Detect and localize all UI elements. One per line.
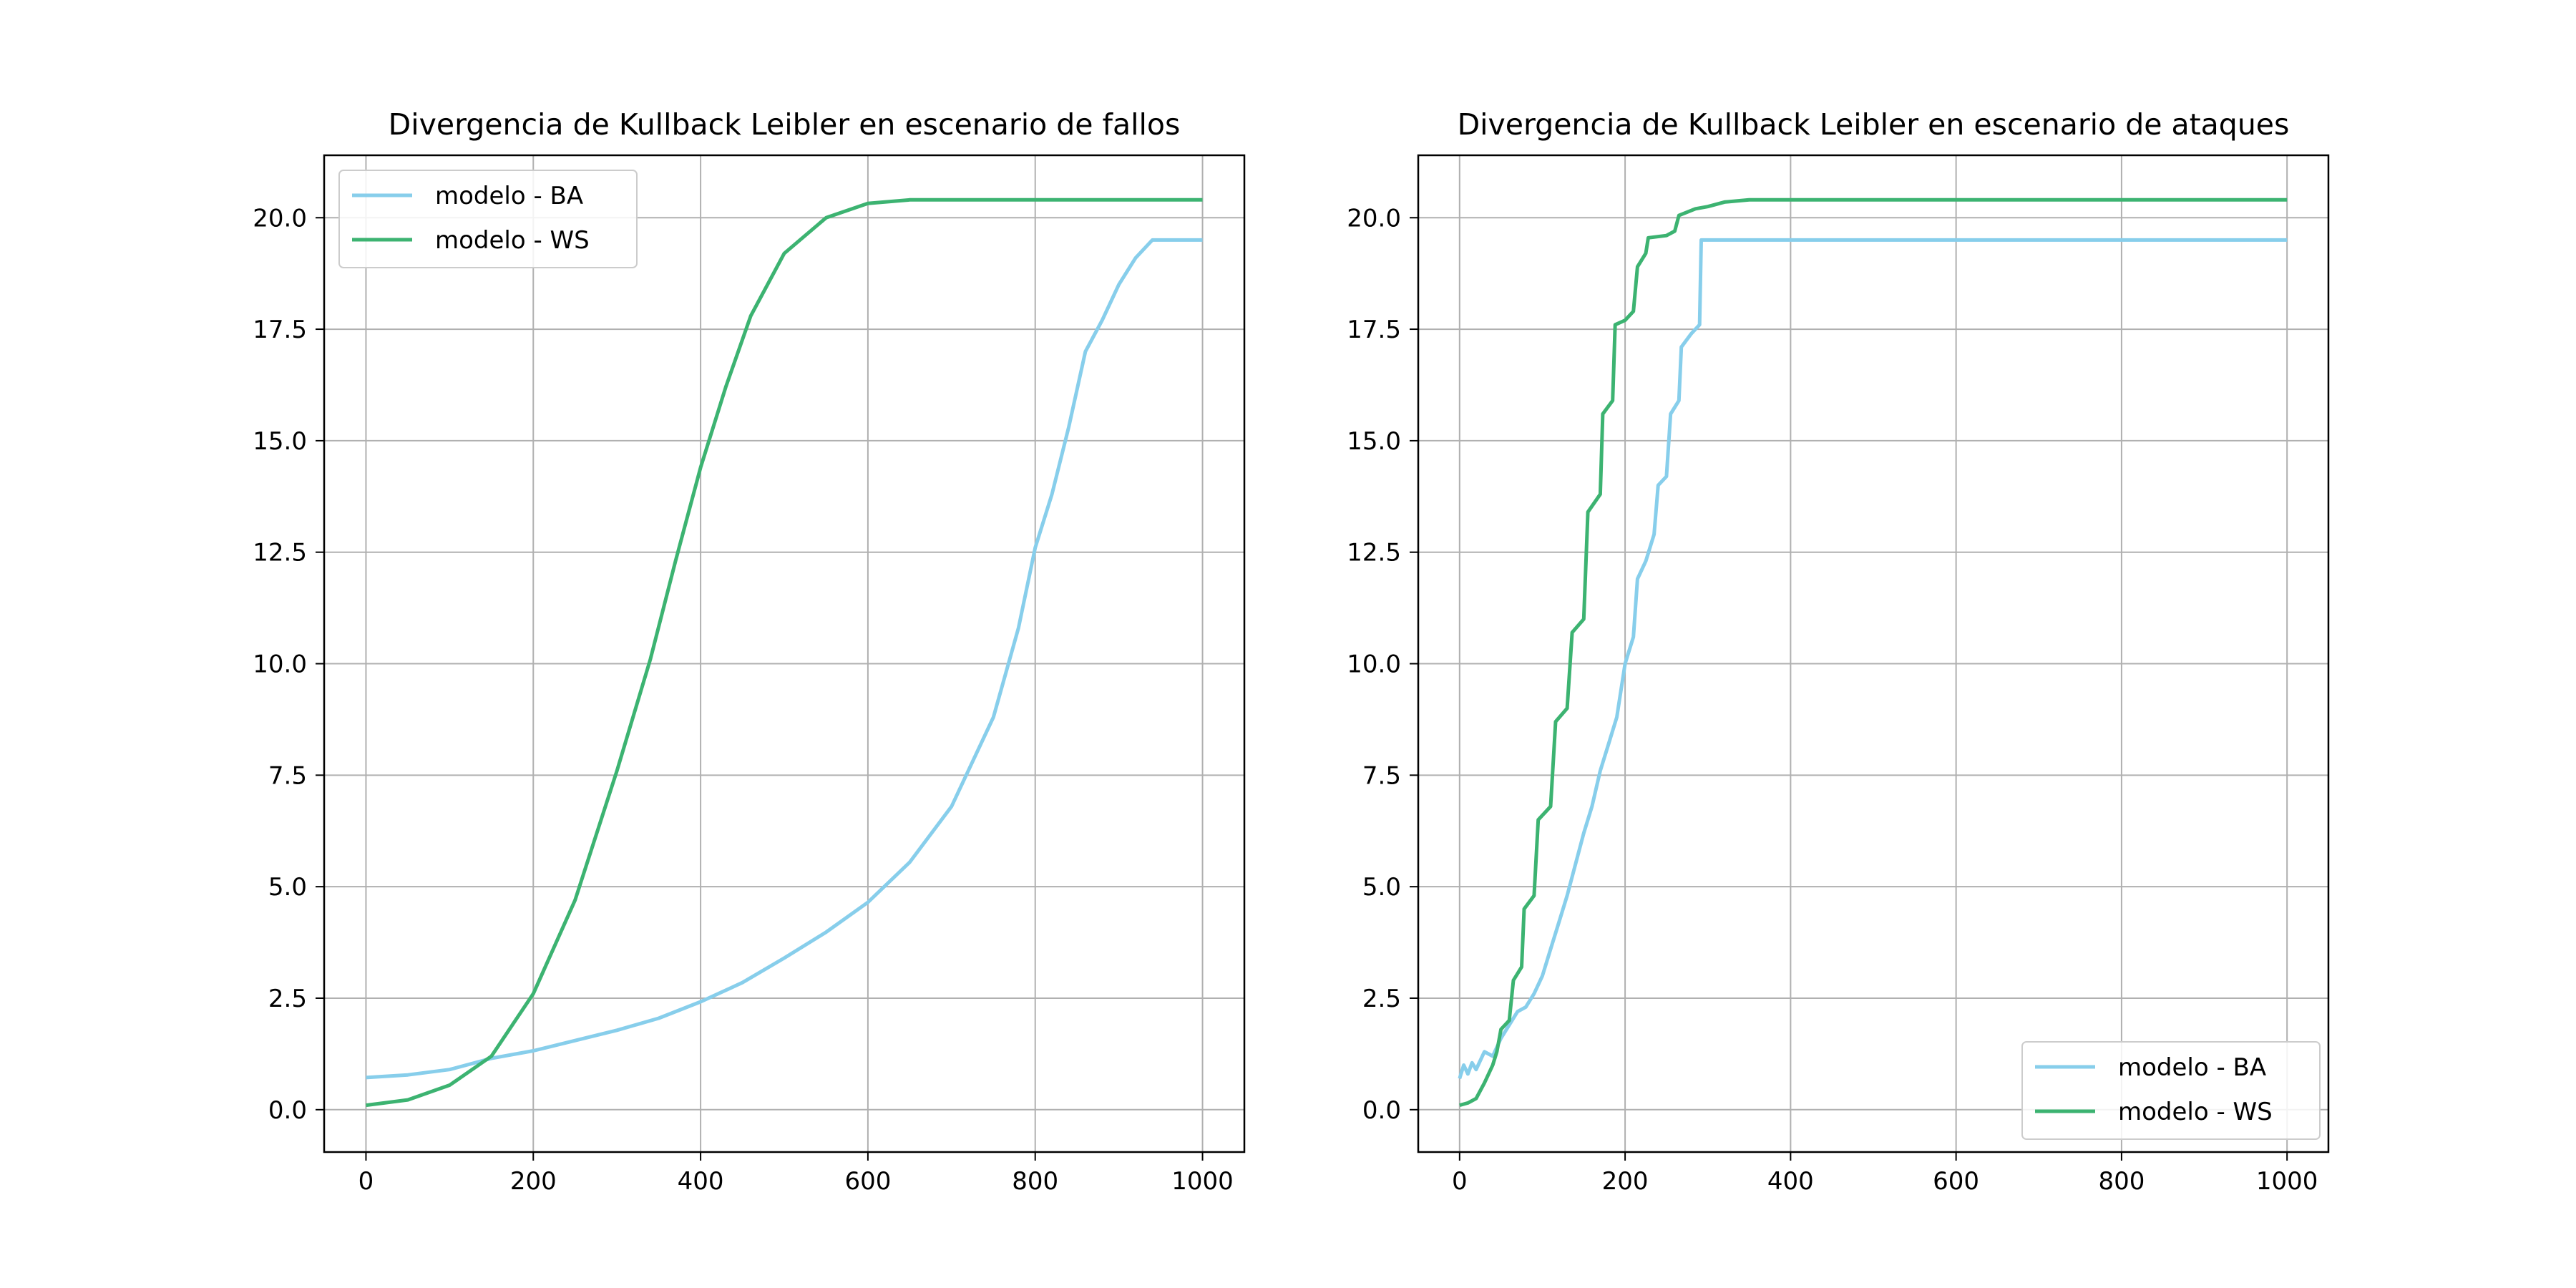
series-line-ba (366, 238, 1203, 1080)
x-tick-label: 400 (678, 1167, 724, 1196)
y-tick-label: 2.5 (268, 985, 307, 1013)
y-tick-label: 17.5 (1347, 316, 1401, 344)
y-axis-ticks: 0.0 2.5 5.0 7.5 10.0 12.5 15.0 17.5 20.0 (253, 204, 324, 1125)
plot-frame (323, 154, 1246, 1153)
series-line-ws (1459, 197, 2288, 1108)
y-tick-label: 10.0 (253, 650, 307, 679)
series-lines (1458, 197, 2288, 1108)
y-tick-label: 17.5 (253, 316, 307, 344)
series-line-ba (1458, 238, 2288, 1079)
legend: modelo - BA modelo - WS (2021, 1041, 2321, 1140)
y-tick-label: 5.0 (1362, 873, 1401, 902)
legend-label-ba: modelo - BA (435, 182, 583, 210)
series-line-ws (366, 197, 1203, 1108)
x-tick-label: 600 (1933, 1167, 1979, 1196)
legend: modelo - BA modelo - WS (338, 170, 638, 268)
y-tick-label: 7.5 (1362, 761, 1401, 790)
x-tick-label: 200 (510, 1167, 557, 1196)
legend-box (2021, 1041, 2321, 1140)
y-axis-ticks: 0.0 2.5 5.0 7.5 10.0 12.5 15.0 17.5 20.0 (1347, 204, 1418, 1125)
y-tick-label: 20.0 (1347, 204, 1401, 233)
y-tick-label: 12.5 (253, 539, 307, 567)
chart-title: Divergencia de Kullback Leibler en escen… (389, 107, 1181, 142)
y-tick-label: 15.0 (1347, 427, 1401, 456)
grid-lines (324, 155, 1244, 1152)
legend-label-ba: modelo - BA (2118, 1053, 2266, 1082)
chart-panel-ataques: Divergencia de Kullback Leibler en escen… (1347, 107, 2330, 1196)
x-axis-ticks: 0 200 400 600 800 1000 (1452, 1152, 2318, 1196)
plot-frame (1417, 154, 2330, 1153)
y-tick-label: 5.0 (268, 873, 307, 902)
y-tick-label: 10.0 (1347, 650, 1401, 679)
x-tick-label: 1000 (1171, 1167, 1234, 1196)
y-tick-label: 0.0 (1362, 1096, 1401, 1125)
x-tick-label: 800 (2098, 1167, 2145, 1196)
y-tick-label: 0.0 (268, 1096, 307, 1125)
chart-title: Divergencia de Kullback Leibler en escen… (1458, 107, 2290, 142)
x-tick-label: 600 (844, 1167, 891, 1196)
y-tick-label: 12.5 (1347, 539, 1401, 567)
legend-box (338, 170, 638, 268)
y-tick-label: 20.0 (253, 204, 307, 233)
y-tick-label: 2.5 (1362, 985, 1401, 1013)
legend-label-ws: modelo - WS (2118, 1098, 2273, 1126)
series-lines (366, 197, 1203, 1108)
x-axis-ticks: 0 200 400 600 800 1000 (358, 1152, 1234, 1196)
x-tick-label: 0 (358, 1167, 374, 1196)
x-tick-label: 200 (1602, 1167, 1649, 1196)
legend-label-ws: modelo - WS (435, 226, 590, 255)
y-tick-label: 15.0 (253, 427, 307, 456)
x-tick-label: 1000 (2256, 1167, 2318, 1196)
x-tick-label: 800 (1012, 1167, 1058, 1196)
x-tick-label: 400 (1767, 1167, 1814, 1196)
y-tick-label: 7.5 (268, 761, 307, 790)
chart-panel-fallos: Divergencia de Kullback Leibler en escen… (253, 107, 1246, 1196)
x-tick-label: 0 (1452, 1167, 1468, 1196)
